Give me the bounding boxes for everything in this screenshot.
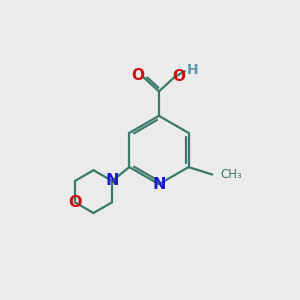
Text: N: N (105, 173, 119, 188)
Text: CH₃: CH₃ (220, 168, 242, 181)
Text: N: N (152, 177, 166, 192)
Text: O: O (172, 69, 185, 84)
Text: H: H (186, 63, 198, 77)
Text: O: O (132, 68, 145, 83)
Text: O: O (68, 195, 82, 210)
